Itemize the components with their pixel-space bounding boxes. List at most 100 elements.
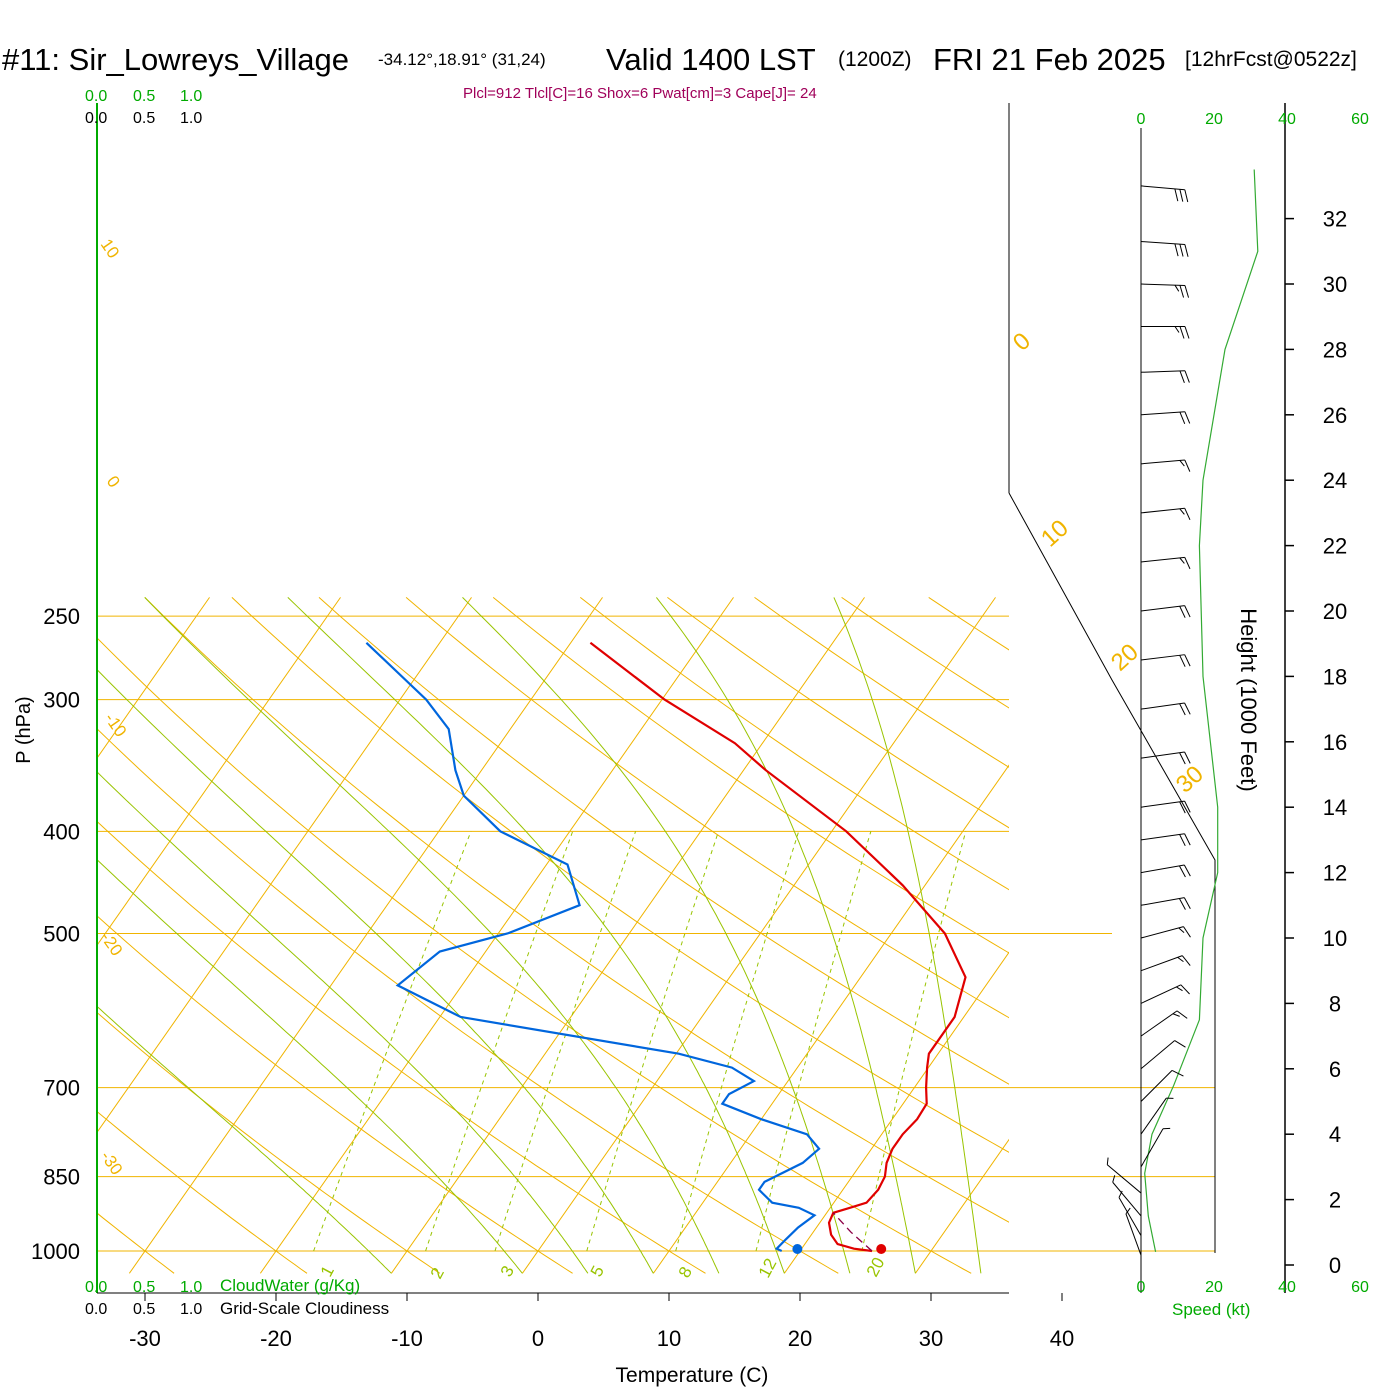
height-tick-24: 24 xyxy=(1323,468,1347,493)
wind-panel: 0246810121416182022242628303200202040406… xyxy=(1106,103,1369,1296)
dewpoint-profile-line xyxy=(365,642,821,1252)
wind-barb-feather xyxy=(1174,1040,1186,1048)
wind-barb-staff xyxy=(1140,864,1185,874)
station-title: #11: Sir_Lowreys_Village xyxy=(2,42,349,77)
wind-barb-feather xyxy=(1184,654,1191,667)
wind-barb-staff xyxy=(1140,897,1185,906)
pressure-tick-250: 250 xyxy=(43,604,80,629)
wind-barb-15 xyxy=(1140,800,1191,814)
wind-barb-19 xyxy=(1140,605,1191,618)
valid-zulu: (1200Z) xyxy=(838,48,912,71)
wind-barb-feather xyxy=(1180,984,1190,995)
mixing-ratio-lines xyxy=(313,831,967,1252)
wind-barb-feather xyxy=(1125,1207,1131,1215)
wind-barb-feather xyxy=(1179,606,1186,618)
wind-barb-28 xyxy=(1140,185,1189,203)
wind-barb-staff xyxy=(1118,1197,1142,1236)
wind-barb-feather xyxy=(1184,605,1191,618)
wind-barb-staff xyxy=(1140,1010,1178,1037)
wind-barb-feather xyxy=(1179,460,1185,467)
wind-barb-staff xyxy=(1140,556,1185,563)
mixing-ratio-line-5 xyxy=(586,831,719,1252)
surface-dewpoint-marker xyxy=(792,1244,803,1254)
dry-adiabat-100 xyxy=(667,596,1009,829)
pressure-tick-1000: 1000 xyxy=(31,1239,80,1264)
wind-barb-feather xyxy=(1179,801,1186,814)
height-tick-28: 28 xyxy=(1323,337,1347,362)
moist-adiabat-5 xyxy=(97,771,589,1274)
isotherm-10 xyxy=(652,764,1009,1274)
isotherm--40 xyxy=(97,597,472,1134)
wind-barb-10 xyxy=(1140,955,1191,972)
pressure-tick-300: 300 xyxy=(43,688,80,713)
wind-barb-feather xyxy=(1178,927,1185,934)
wind-barb-feather xyxy=(1184,833,1191,846)
wind-barb-8 xyxy=(1140,1010,1188,1037)
dry-adiabat-20 xyxy=(97,728,839,1274)
wind-barb-staff xyxy=(1140,1128,1164,1168)
wind-barb-feather xyxy=(1184,800,1191,813)
moist-adiabat-10 xyxy=(97,668,654,1274)
wind-barb-22 xyxy=(1140,459,1191,472)
cloud-scale-top-black-2: 1.0 xyxy=(180,110,202,127)
wind-barb-feather xyxy=(1184,508,1191,521)
wind-barb-14 xyxy=(1140,833,1191,847)
wind-barb-feather xyxy=(1181,955,1191,966)
wind-barb-feather xyxy=(1112,1175,1116,1183)
height-tick-32: 32 xyxy=(1323,207,1347,232)
wind-barb-staff xyxy=(1140,411,1185,416)
wind-speed-profile-line xyxy=(1144,169,1259,1253)
wind-barb-staff xyxy=(1140,507,1185,514)
wind-barb-staff xyxy=(1140,833,1185,841)
dry-adiabats xyxy=(97,596,1009,1274)
height-tick-16: 16 xyxy=(1323,730,1347,755)
mixing-ratio-line-8 xyxy=(675,831,800,1252)
wind-barb-feather xyxy=(1179,411,1186,424)
wind-barb-feather xyxy=(1183,926,1191,938)
moist-adiabat-30 xyxy=(656,597,916,1274)
wind-barb-feather xyxy=(1179,834,1186,847)
wind-barb-feather xyxy=(1184,557,1191,570)
wind-barb-27 xyxy=(1140,240,1189,257)
cloudiness-label: Grid-Scale Cloudiness xyxy=(220,1299,389,1318)
pressure-tick-400: 400 xyxy=(43,819,80,844)
wind-barb-20 xyxy=(1140,556,1191,570)
dry-adiabat-0 xyxy=(97,915,573,1274)
wind-barb-staff xyxy=(1140,984,1182,1004)
cloud-scale-bottom-black-2: 1.0 xyxy=(180,1301,202,1318)
wind-barb-feather xyxy=(1177,956,1184,963)
wind-barb-staff xyxy=(1140,926,1184,939)
moist-adiabat-25 xyxy=(462,597,851,1274)
cloud-scale-top-green-0: 0.0 xyxy=(85,88,107,105)
speed-tick-top-40: 40 xyxy=(1278,111,1296,128)
wind-barb-feather xyxy=(1106,1157,1109,1165)
wind-barb-feather xyxy=(1184,751,1191,764)
mixing-ratio-line-12 xyxy=(755,831,872,1252)
speed-tick-top-20: 20 xyxy=(1205,111,1223,128)
wind-barb-feather xyxy=(1179,508,1185,515)
mixing-ratio-line-20 xyxy=(861,831,967,1252)
wind-barb-staff xyxy=(1140,459,1185,465)
wind-barb-feather xyxy=(1184,244,1189,257)
wind-barb-feather xyxy=(1179,285,1185,298)
wind-barb-feather xyxy=(1179,557,1185,564)
cloud-scale-bottom-black-0: 0.0 xyxy=(85,1301,107,1318)
wind-barb-7 xyxy=(1140,1040,1186,1070)
wind-barb-23 xyxy=(1140,411,1191,424)
wind-barb-feather xyxy=(1179,370,1185,383)
wind-barb-staff xyxy=(1140,1040,1176,1070)
cloud-scale-bottom-green-1: 0.5 xyxy=(133,1279,155,1296)
cloud-scale-top-green-2: 1.0 xyxy=(180,88,202,105)
temp-tick-20: 20 xyxy=(788,1326,812,1351)
wind-barb-staff xyxy=(1140,654,1185,661)
isotherm-0 xyxy=(521,597,996,1274)
right-frame-slant xyxy=(1008,492,1216,1253)
wind-barb-feather xyxy=(1176,1010,1188,1019)
wind-barb-4 xyxy=(1140,1127,1171,1168)
temp-tick-10: 10 xyxy=(657,1326,681,1351)
wind-barb-feather xyxy=(1183,897,1191,910)
wind-barb-1 xyxy=(1118,1190,1142,1236)
cloud-water-label: CloudWater (g/Kg) xyxy=(220,1276,360,1295)
wind-barb-6 xyxy=(1140,1069,1184,1102)
